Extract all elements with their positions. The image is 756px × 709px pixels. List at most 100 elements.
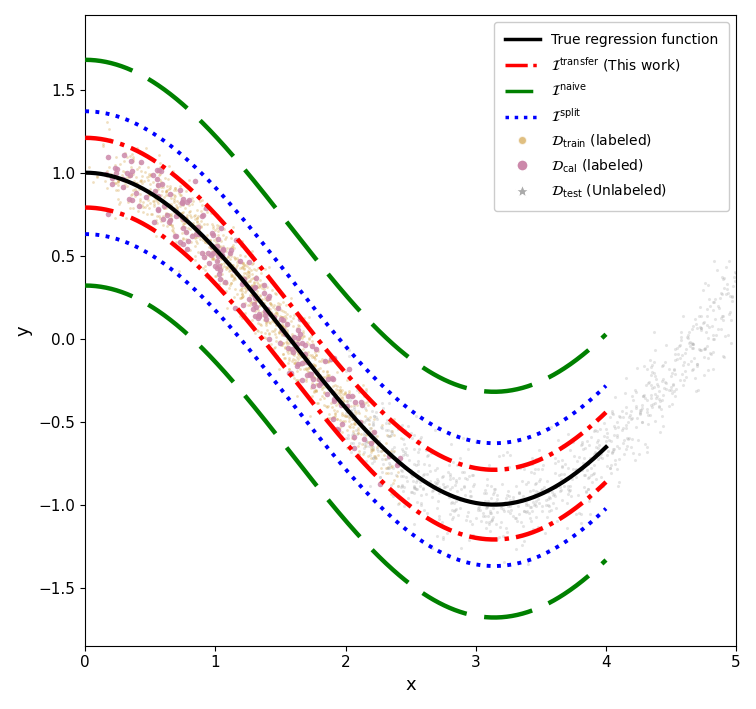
Point (678, 374, 690, 385)
Point (141, 199, 153, 210)
Point (578, 458, 590, 469)
Point (234, 257, 246, 268)
Point (298, 312, 310, 323)
Point (227, 221, 239, 233)
Point (606, 446, 618, 457)
Point (222, 277, 234, 289)
Point (442, 487, 454, 498)
Point (212, 245, 225, 256)
Point (265, 343, 277, 354)
Point (293, 350, 305, 361)
Point (309, 343, 321, 354)
Point (300, 374, 312, 385)
Point (527, 523, 539, 535)
Point (226, 264, 238, 276)
Point (287, 349, 299, 360)
Point (609, 391, 621, 403)
Point (158, 191, 170, 202)
Point (153, 157, 166, 169)
Point (262, 261, 274, 272)
Point (584, 452, 596, 464)
Point (530, 511, 542, 523)
Point (215, 262, 228, 274)
Point (194, 223, 206, 235)
Point (383, 463, 395, 474)
Point (722, 288, 734, 299)
Point (189, 225, 201, 236)
Point (280, 313, 293, 324)
Point (211, 219, 223, 230)
Point (725, 315, 737, 326)
Point (268, 342, 280, 354)
Point (298, 359, 310, 370)
Point (212, 225, 224, 237)
Point (303, 333, 315, 344)
Point (192, 211, 204, 222)
Point (691, 358, 703, 369)
Point (626, 433, 638, 445)
Point (646, 401, 658, 413)
Point (620, 444, 632, 455)
Point (207, 229, 219, 240)
Point (170, 230, 182, 242)
Point (194, 220, 206, 232)
Point (609, 458, 621, 469)
Point (249, 302, 262, 313)
Point (177, 212, 189, 223)
Point (395, 481, 407, 493)
Point (131, 177, 143, 188)
Point (167, 223, 179, 234)
Point (310, 386, 322, 397)
Point (127, 177, 139, 189)
Point (392, 498, 404, 510)
Point (522, 506, 534, 517)
Point (287, 347, 299, 358)
Point (296, 350, 308, 362)
Point (194, 223, 206, 235)
Point (130, 185, 142, 196)
Point (206, 223, 218, 234)
Point (213, 220, 225, 232)
Point (318, 388, 330, 399)
Point (406, 486, 418, 498)
Point (237, 291, 249, 302)
Point (576, 464, 588, 475)
Point (206, 254, 218, 265)
Point (431, 474, 443, 485)
Point (223, 265, 235, 277)
Point (290, 345, 302, 356)
Point (446, 496, 458, 508)
Legend: True regression function, $\mathcal{I}^{\mathrm{transfer}}$ (This work), $\mathc: True regression function, $\mathcal{I}^{… (494, 22, 730, 211)
Point (646, 359, 658, 371)
Point (166, 208, 178, 220)
Point (270, 289, 282, 300)
Point (358, 433, 370, 445)
Point (663, 384, 675, 396)
Point (370, 411, 382, 423)
Point (507, 491, 519, 503)
Point (637, 390, 649, 401)
Point (591, 436, 603, 447)
Point (110, 178, 122, 189)
Point (483, 459, 495, 471)
Point (364, 422, 376, 433)
Point (200, 218, 212, 230)
Point (564, 481, 576, 492)
Point (183, 194, 195, 206)
Point (228, 262, 240, 274)
Point (99, 176, 111, 187)
Point (450, 503, 462, 514)
Point (159, 201, 171, 212)
Point (321, 371, 333, 382)
Point (184, 211, 197, 223)
Point (359, 440, 371, 452)
Point (238, 263, 250, 274)
Point (547, 497, 559, 508)
Point (346, 427, 358, 438)
Point (408, 481, 420, 492)
Point (656, 410, 668, 421)
Point (702, 279, 714, 291)
Point (385, 479, 397, 491)
Point (331, 388, 343, 399)
Point (318, 381, 330, 393)
